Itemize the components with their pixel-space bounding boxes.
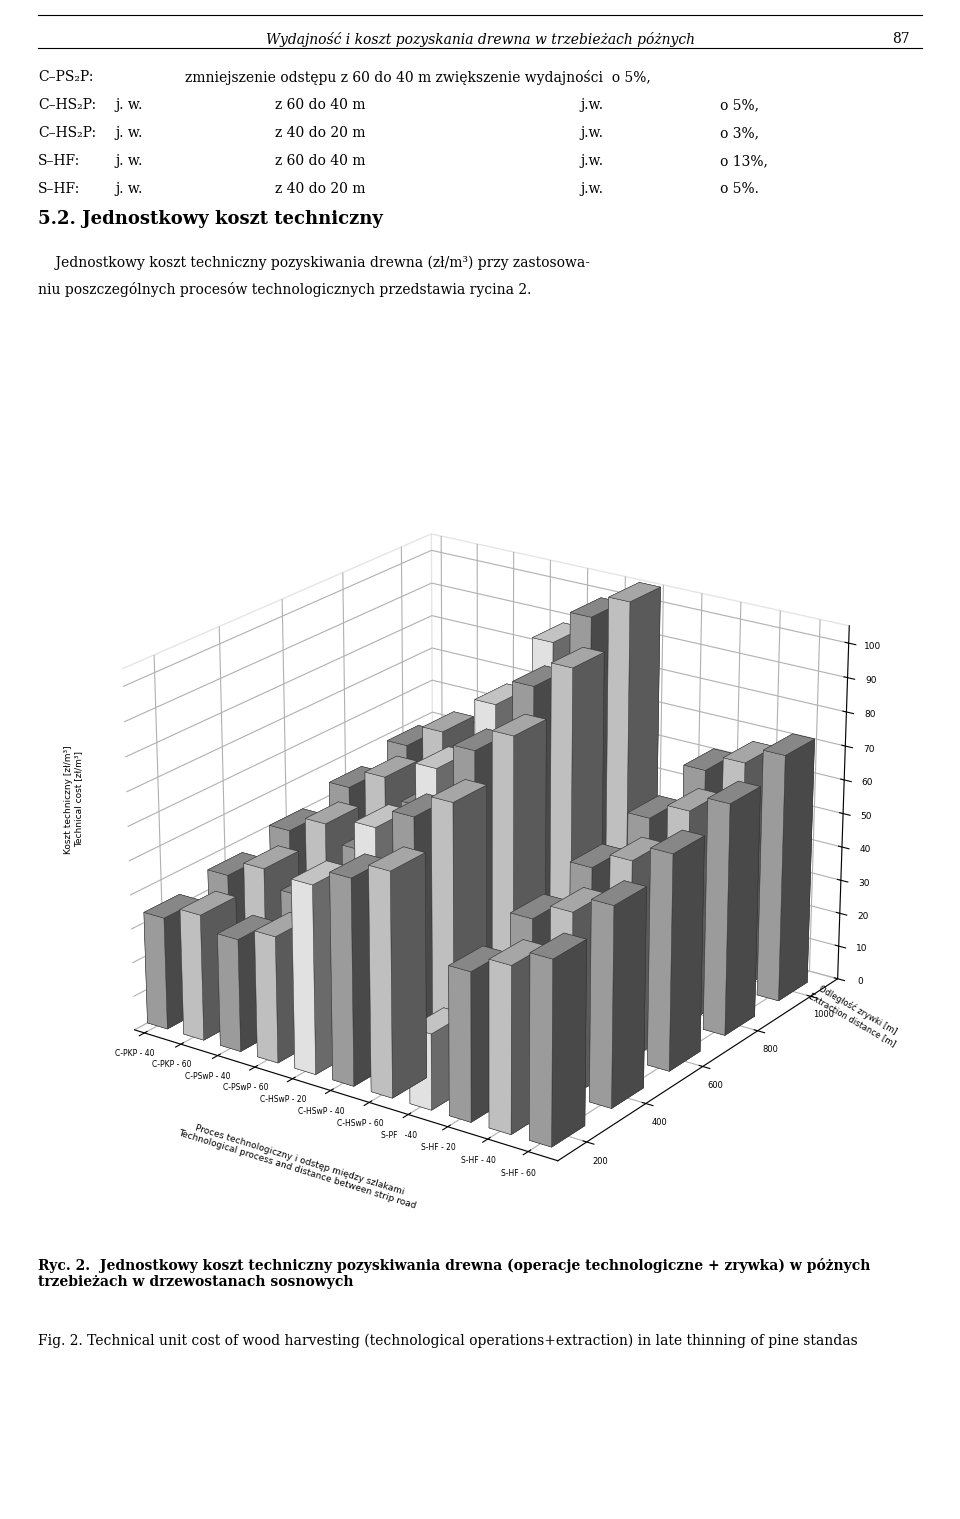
- Text: j.w.: j.w.: [580, 155, 603, 169]
- Text: o 13%,: o 13%,: [720, 155, 768, 169]
- Text: o 3%,: o 3%,: [720, 126, 759, 140]
- Text: 5.2. Jednostkowy koszt techniczny: 5.2. Jednostkowy koszt techniczny: [38, 210, 383, 228]
- Text: z 60 do 40 m: z 60 do 40 m: [275, 155, 366, 169]
- Text: o 5%.: o 5%.: [720, 182, 758, 196]
- Text: z 40 do 20 m: z 40 do 20 m: [275, 126, 366, 140]
- Text: zmniejszenie odstępu z 60 do 40 m zwiększenie wydajności  o 5%,: zmniejszenie odstępu z 60 do 40 m zwięks…: [185, 70, 651, 85]
- Text: S–HF:: S–HF:: [38, 182, 81, 196]
- Text: j.w.: j.w.: [580, 126, 603, 140]
- Text: Odległość zrywki [m]
Extraction distance [m]: Odległość zrywki [m] Extraction distance…: [807, 981, 902, 1048]
- Text: Ryc. 2.  Jednostkowy koszt techniczny pozyskiwania drewna (operacje technologicz: Ryc. 2. Jednostkowy koszt techniczny poz…: [38, 1258, 871, 1290]
- Text: 87: 87: [893, 32, 910, 46]
- Text: j. w.: j. w.: [115, 126, 142, 140]
- Text: j.w.: j.w.: [580, 182, 603, 196]
- Text: C–HS₂P:: C–HS₂P:: [38, 99, 96, 112]
- Text: z 40 do 20 m: z 40 do 20 m: [275, 182, 366, 196]
- Text: Wydajność i koszt pozyskania drewna w trzebieżach póżnych: Wydajność i koszt pozyskania drewna w tr…: [266, 32, 694, 47]
- Text: niu poszczególnych procesów technologicznych przedstawia rycina 2.: niu poszczególnych procesów technologicz…: [38, 283, 532, 298]
- Text: j. w.: j. w.: [115, 182, 142, 196]
- Text: j. w.: j. w.: [115, 155, 142, 169]
- Text: S–HF:: S–HF:: [38, 155, 81, 169]
- Text: Koszt techniczny [zł/m³]
Technical cost [zł/m³]: Koszt techniczny [zł/m³] Technical cost …: [63, 744, 83, 854]
- Text: j.w.: j.w.: [580, 99, 603, 112]
- Text: Fig. 2. Technical unit cost of wood harvesting (technological operations+extract: Fig. 2. Technical unit cost of wood harv…: [38, 1334, 857, 1347]
- Text: C–HS₂P:: C–HS₂P:: [38, 126, 96, 140]
- Text: Jednostkowy koszt techniczny pozyskiwania drewna (zł/m³) przy zastosowa-: Jednostkowy koszt techniczny pozyskiwani…: [38, 255, 590, 270]
- Text: C–PS₂P:: C–PS₂P:: [38, 70, 93, 84]
- X-axis label: Proces technologiczny i odstęp między szlakami
Technological process and distanc: Proces technologiczny i odstęp między sz…: [177, 1120, 420, 1211]
- Text: o 5%,: o 5%,: [720, 99, 759, 112]
- Text: j. w.: j. w.: [115, 99, 142, 112]
- Text: z 60 do 40 m: z 60 do 40 m: [275, 99, 366, 112]
